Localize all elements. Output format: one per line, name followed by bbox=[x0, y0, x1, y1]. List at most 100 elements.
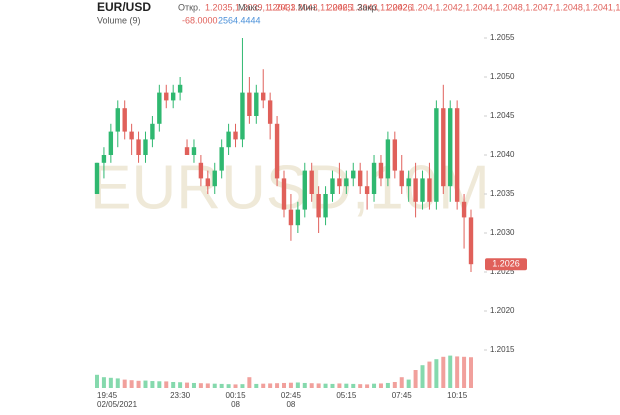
candle-body bbox=[468, 217, 474, 265]
candle-body bbox=[226, 131, 231, 148]
y-tick-label: 1.2025 bbox=[490, 267, 515, 276]
volume-bar bbox=[254, 383, 259, 388]
y-tick-label: 1.2050 bbox=[490, 72, 515, 81]
candle-body bbox=[198, 162, 204, 179]
volume-bar bbox=[240, 384, 245, 388]
volume-bar bbox=[205, 383, 210, 388]
volume-bar bbox=[344, 383, 349, 388]
candle-body bbox=[357, 170, 363, 187]
volume-bar bbox=[108, 377, 113, 388]
high-value: 1.2033 bbox=[268, 2, 296, 12]
volume-bar bbox=[171, 382, 176, 388]
volume-bar bbox=[164, 381, 169, 388]
volume-bar bbox=[136, 380, 141, 388]
close-value: 1.2026 bbox=[385, 2, 413, 12]
candle-body bbox=[434, 108, 439, 202]
candle-body bbox=[385, 139, 391, 179]
volume-bar bbox=[399, 377, 404, 388]
candle-body bbox=[150, 123, 155, 140]
volume-bar bbox=[212, 383, 217, 388]
y-tick-label: 1.2045 bbox=[490, 111, 515, 120]
volume-bar bbox=[198, 383, 203, 388]
volume-bar bbox=[427, 361, 432, 388]
x-tick-label: 10:15 bbox=[447, 391, 468, 400]
volume-bar bbox=[448, 355, 453, 388]
y-tick-label: 1.2040 bbox=[490, 150, 515, 159]
volume-bar bbox=[122, 379, 127, 388]
volume-bar bbox=[295, 382, 300, 388]
candle-body bbox=[267, 100, 273, 124]
candle-body bbox=[309, 170, 314, 194]
price-badge bbox=[485, 258, 527, 271]
x-tick-sublabel: 08 bbox=[231, 400, 240, 409]
volume-bar bbox=[372, 383, 377, 388]
volume-bar bbox=[115, 378, 120, 388]
volume-bar bbox=[392, 382, 397, 388]
candle-body bbox=[337, 178, 342, 187]
y-tick-label: 1.2035 bbox=[490, 189, 515, 198]
candle-body bbox=[170, 92, 176, 101]
volume-bar bbox=[95, 374, 99, 388]
volume-value: 2564.4444 bbox=[218, 15, 261, 25]
volume-bar bbox=[351, 383, 356, 388]
open-label: Откр. bbox=[178, 2, 201, 12]
candle-body bbox=[399, 170, 404, 187]
candle-body bbox=[143, 139, 148, 155]
candle-body bbox=[281, 178, 287, 210]
volume-bar bbox=[282, 382, 286, 388]
candle-body bbox=[295, 209, 301, 226]
x-tick-sublabel: 02/05/2021 bbox=[97, 400, 138, 409]
x-tick-label: 23:30 bbox=[170, 391, 191, 400]
candle-body bbox=[288, 209, 294, 226]
volume-bar bbox=[434, 359, 439, 388]
x-tick-label: 02:45 bbox=[281, 391, 302, 400]
volume-bar bbox=[462, 356, 467, 388]
candle-body bbox=[441, 108, 446, 187]
candle-body bbox=[330, 178, 335, 194]
candle-body bbox=[212, 170, 217, 187]
volume-bar bbox=[358, 384, 363, 388]
candle-body bbox=[323, 194, 328, 218]
candle-body bbox=[461, 201, 467, 218]
volume-bar bbox=[406, 379, 411, 388]
volume-bar bbox=[268, 383, 273, 388]
price-badge-label: 1.2026 bbox=[492, 259, 520, 269]
candle-body bbox=[371, 162, 377, 194]
candle-body bbox=[413, 178, 418, 202]
y-tick-label: 1.2030 bbox=[490, 228, 515, 237]
candle-body bbox=[274, 123, 280, 179]
candle-body bbox=[219, 147, 224, 171]
volume-bar bbox=[413, 370, 418, 388]
candle-body bbox=[164, 92, 169, 101]
volume-bar bbox=[316, 383, 321, 388]
volume-bar bbox=[455, 356, 460, 388]
candle-body bbox=[351, 170, 356, 179]
candle-body bbox=[448, 108, 453, 187]
candle-body bbox=[136, 139, 141, 155]
candle-body bbox=[184, 147, 190, 155]
candle-body bbox=[427, 178, 432, 202]
volume-bar bbox=[323, 383, 328, 388]
candle-body bbox=[122, 108, 127, 132]
candle-body bbox=[247, 92, 252, 116]
candle-body bbox=[101, 155, 107, 163]
candle-body bbox=[240, 92, 245, 140]
volume-bar bbox=[129, 380, 134, 388]
close-label: Закр. bbox=[357, 2, 379, 12]
volume-bar bbox=[420, 365, 425, 388]
candle-body bbox=[454, 108, 460, 202]
candle-body bbox=[94, 162, 100, 194]
y-tick-label: 1.2055 bbox=[490, 33, 515, 42]
symbol: EUR/USD bbox=[97, 0, 151, 14]
volume-bar bbox=[219, 383, 224, 388]
candle-body bbox=[129, 131, 134, 140]
volume-bar bbox=[469, 357, 473, 388]
y-tick-label: 1.2015 bbox=[490, 345, 515, 354]
y-tick-label: 1.2020 bbox=[490, 306, 515, 315]
volume-bar bbox=[143, 380, 148, 388]
candle-body bbox=[254, 92, 259, 116]
candle-body bbox=[205, 178, 211, 187]
candle-body bbox=[406, 178, 411, 187]
